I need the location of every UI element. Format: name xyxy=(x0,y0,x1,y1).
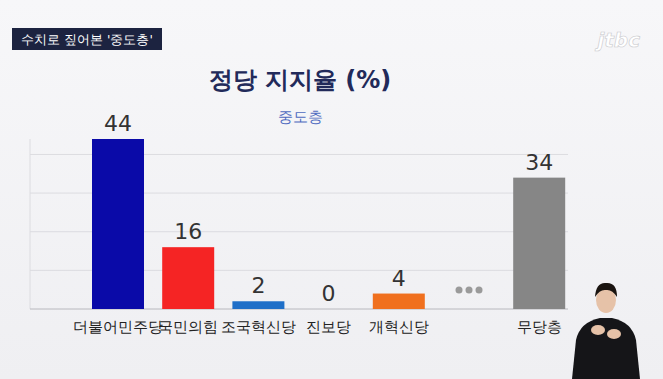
data-label: 34 xyxy=(525,150,553,175)
category-label: 조국혁신당 xyxy=(221,319,296,335)
sign-interpreter xyxy=(572,283,640,379)
subtitle: 중도층 xyxy=(278,108,323,126)
interpreter-hand xyxy=(607,329,621,339)
bar xyxy=(232,301,284,309)
data-label: 44 xyxy=(104,111,132,136)
data-label: 16 xyxy=(174,219,202,244)
bar xyxy=(373,294,425,309)
interpreter-body xyxy=(572,318,640,379)
title: 정당 지지율 (%) xyxy=(209,66,392,94)
separator-dot xyxy=(476,287,483,294)
y-axis-line xyxy=(30,139,31,309)
bar xyxy=(92,139,144,309)
bars xyxy=(92,139,565,309)
logo: jtbc xyxy=(594,28,640,52)
separator-dot xyxy=(456,287,463,294)
bar xyxy=(303,309,355,310)
header: 수치로 짚어본 '중도층' xyxy=(21,32,153,47)
category-label: 진보당 xyxy=(306,319,351,335)
interpreter-hand xyxy=(591,325,605,335)
data-label: 4 xyxy=(392,266,406,291)
category-label: 개혁신당 xyxy=(369,319,429,335)
header-box xyxy=(12,28,162,50)
chart: 수치로 짚어본 '중도층' jtbc 정당 지지율 (%) 중도층 44 16 2 0 4 34 더… xyxy=(0,0,663,379)
bar xyxy=(162,247,214,309)
interpreter-hair xyxy=(595,283,617,297)
background xyxy=(0,0,663,379)
category-label: 국민의힘 xyxy=(158,319,218,335)
bar xyxy=(513,178,565,309)
data-label: 2 xyxy=(251,273,265,298)
separator-dot xyxy=(466,287,473,294)
data-label: 0 xyxy=(322,281,336,306)
category-label: 더불어민주당 xyxy=(73,319,163,335)
category-label: 무당층 xyxy=(517,319,562,335)
